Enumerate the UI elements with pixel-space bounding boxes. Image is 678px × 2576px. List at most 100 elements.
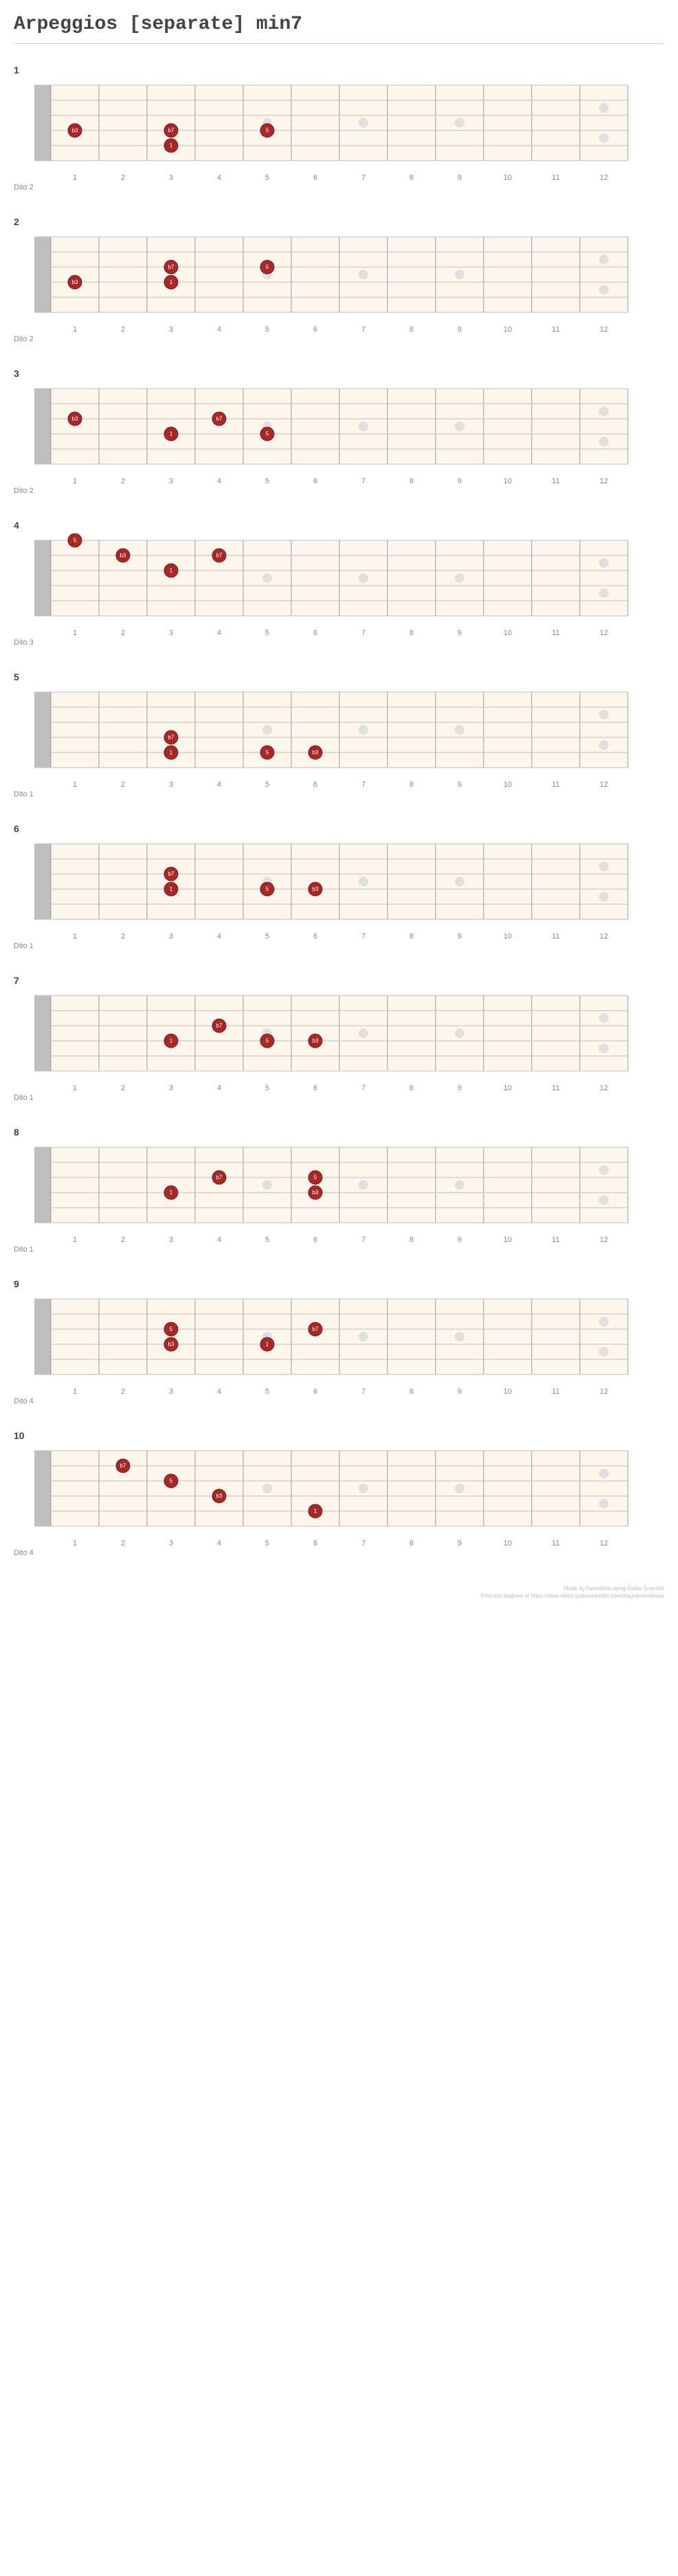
note-label: 5	[314, 1175, 317, 1181]
diagram-caption: Dito 1	[14, 942, 664, 950]
diagram-caption: Dito 1	[14, 1094, 664, 1102]
fret-number: 4	[195, 477, 243, 485]
fretboard: b31b75	[14, 382, 664, 474]
note-label: b3	[216, 1493, 223, 1499]
note-label: 5	[170, 1478, 173, 1484]
fret-number: 6	[291, 1236, 339, 1244]
note-label: b7	[168, 735, 174, 741]
fret-number: 4	[195, 629, 243, 637]
fretboard-svg: b3b715	[14, 230, 635, 319]
fret-number: 8	[387, 477, 436, 485]
fret-number-row: 123456789101112	[14, 932, 664, 941]
fret-number: 4	[195, 781, 243, 789]
fret-number: 12	[580, 174, 628, 182]
fret-number: 8	[387, 325, 436, 334]
fret-number: 11	[532, 781, 580, 789]
footer-line2: Find this diagram at https://www.editor.…	[14, 1592, 664, 1600]
fret-number: 8	[387, 174, 436, 182]
fret-number: 6	[291, 629, 339, 637]
fretboard: 5b31b7	[14, 533, 664, 626]
diagram-block: 6b715b3123456789101112Dito 1	[14, 823, 664, 950]
note-label: 5	[266, 431, 269, 437]
fret-number: 11	[532, 1084, 580, 1092]
fret-number: 5	[243, 477, 291, 485]
fret-number: 7	[339, 1236, 387, 1244]
note-label: 1	[170, 279, 173, 286]
note-label: 5	[266, 128, 269, 134]
note-label: 1	[170, 143, 173, 149]
diagram-caption: Dito 4	[14, 1397, 664, 1405]
note-label: 5	[266, 886, 269, 893]
fretboard: b3b715	[14, 230, 664, 323]
fret-number: 10	[484, 1539, 532, 1548]
diagram-number: 5	[14, 671, 664, 682]
fret-number: 10	[484, 1388, 532, 1396]
diagram-block: 2b3b715123456789101112Dito 2	[14, 216, 664, 343]
fret-number: 7	[339, 1388, 387, 1396]
note-label: b7	[313, 1326, 319, 1333]
fretboard: 5b31b7	[14, 1292, 664, 1385]
diagram-block: 81b75b3123456789101112Dito 1	[14, 1127, 664, 1254]
fret-number: 8	[387, 781, 436, 789]
fret-number: 2	[99, 1539, 147, 1548]
note-label: 5	[266, 750, 269, 756]
note-label: b7	[216, 1023, 223, 1029]
fret-number: 10	[484, 629, 532, 637]
fret-number: 5	[243, 325, 291, 334]
fret-number: 10	[484, 932, 532, 941]
fret-number: 9	[436, 932, 484, 941]
fretboard: b715b3	[14, 685, 664, 778]
fret-number: 1	[51, 1084, 99, 1092]
fret-number: 5	[243, 629, 291, 637]
fret-number: 6	[291, 1539, 339, 1548]
diagram-block: 3b31b75123456789101112Dito 2	[14, 368, 664, 495]
note-label: b3	[120, 553, 126, 559]
fretboard-svg: b715b3	[14, 837, 635, 926]
fret-number: 1	[51, 1236, 99, 1244]
fret-number: 12	[580, 1388, 628, 1396]
fret-number-row: 123456789101112	[14, 477, 664, 485]
fretboard-svg: 1b75b3	[14, 1140, 635, 1230]
fret-number: 9	[436, 174, 484, 182]
fret-number: 3	[147, 781, 195, 789]
fret-number: 4	[195, 1539, 243, 1548]
fret-number: 4	[195, 932, 243, 941]
fret-number: 3	[147, 325, 195, 334]
fret-number: 6	[291, 1388, 339, 1396]
fretboard: b75b31	[14, 1444, 664, 1537]
fret-number: 11	[532, 629, 580, 637]
fretboard-svg: 1b75b3	[14, 989, 635, 1078]
diagram-number: 7	[14, 975, 664, 986]
fret-number: 8	[387, 1539, 436, 1548]
note-label: b3	[72, 128, 78, 134]
note-label: b7	[168, 871, 174, 877]
fret-number: 2	[99, 477, 147, 485]
diagram-number: 10	[14, 1430, 664, 1441]
fret-number: 1	[51, 1388, 99, 1396]
diagram-number: 9	[14, 1278, 664, 1289]
note-label: 1	[266, 1342, 269, 1348]
fret-number: 6	[291, 781, 339, 789]
fret-number: 11	[532, 1236, 580, 1244]
fret-number: 11	[532, 1388, 580, 1396]
fret-number: 7	[339, 325, 387, 334]
note-label: b7	[168, 264, 174, 271]
fret-number: 3	[147, 1539, 195, 1548]
fret-number: 12	[580, 1236, 628, 1244]
note-label: 1	[170, 1190, 173, 1196]
fretboard-svg: b715b3	[14, 685, 635, 774]
diagram-number: 4	[14, 520, 664, 531]
fret-number-row: 123456789101112	[14, 1388, 664, 1396]
fret-number-row: 123456789101112	[14, 781, 664, 789]
fret-number: 5	[243, 1084, 291, 1092]
note-label: b3	[72, 279, 78, 286]
fret-number: 10	[484, 477, 532, 485]
diagram-caption: Dito 3	[14, 639, 664, 647]
fretboard: 1b75b3	[14, 1140, 664, 1233]
fret-number: 12	[580, 629, 628, 637]
note-label: b3	[72, 416, 78, 422]
note-label: b7	[120, 1463, 126, 1469]
diagram-number: 2	[14, 216, 664, 227]
fret-number: 8	[387, 932, 436, 941]
fret-number: 7	[339, 932, 387, 941]
